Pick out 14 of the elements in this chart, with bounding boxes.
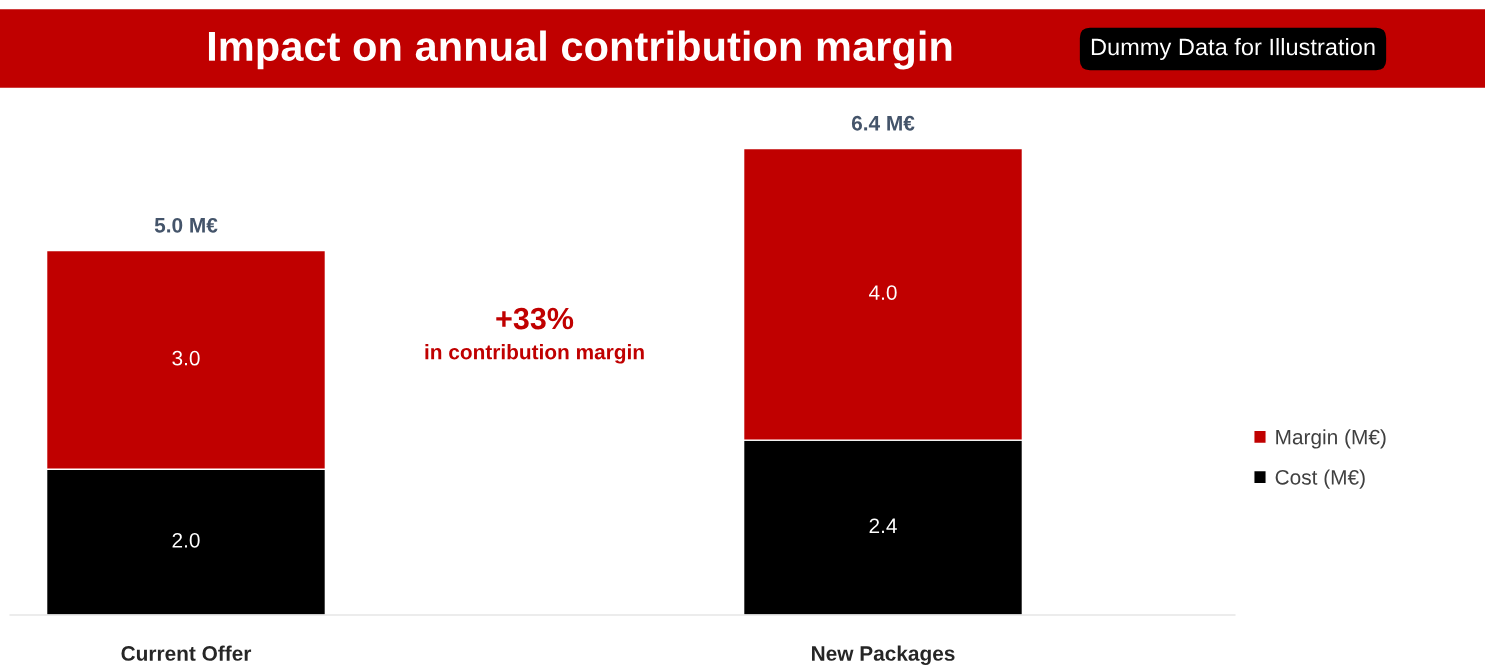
data-label: 4.0 [869,285,897,300]
chart-subtitle: Dummy Data for Illustration [1091,38,1375,60]
total-label: 5.0 M€ [154,217,218,233]
chart-title: Impact on annual contribution margin [208,30,952,70]
annotation: in contribution margin [425,344,644,364]
legend-label: Cost (M€) [1275,469,1365,489]
legend-label: Margin (M€) [1276,429,1386,449]
annotation: +33% [496,307,574,330]
x-tick-label: New Packages [812,645,955,666]
data-label: 2.4 [869,518,897,533]
total-label: 6.4 M€ [851,115,915,131]
data-label: 2.0 [172,532,200,548]
data-label: 3.0 [172,350,200,366]
x-tick-label: Current Offer [121,645,252,661]
